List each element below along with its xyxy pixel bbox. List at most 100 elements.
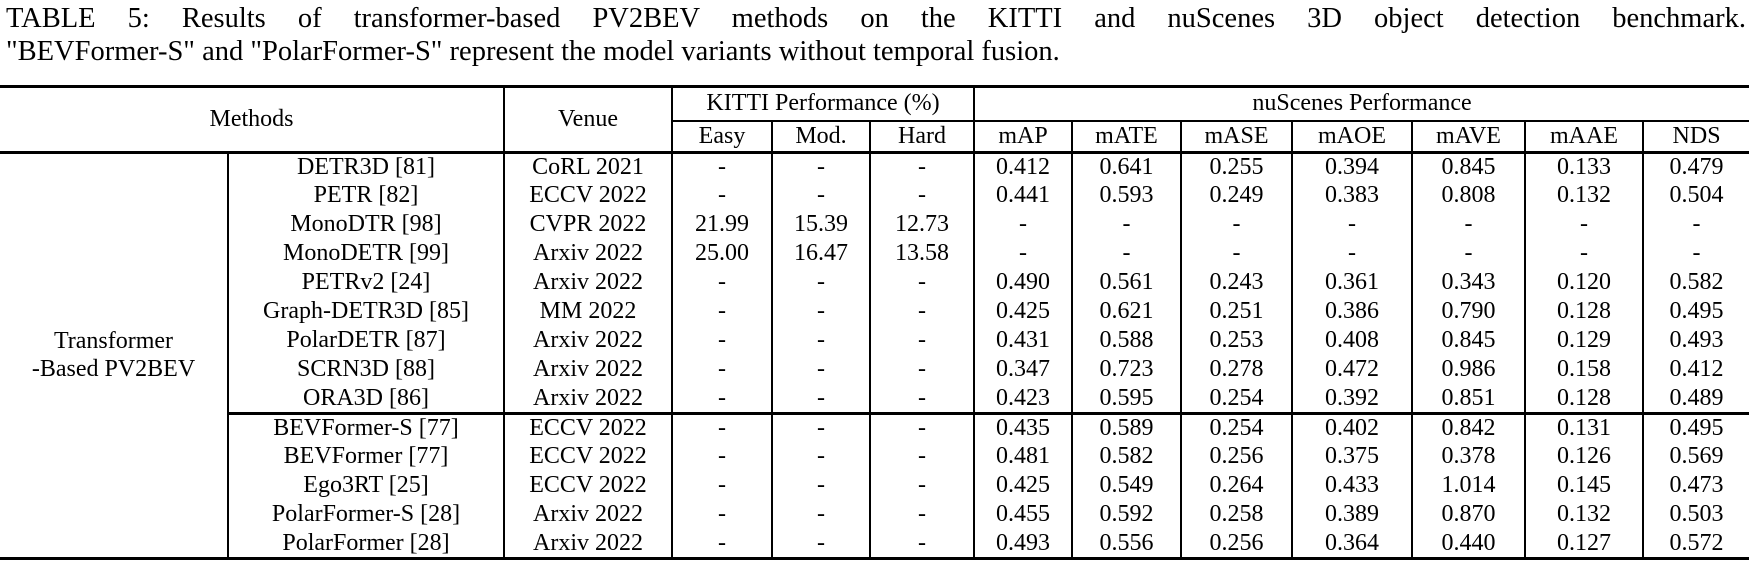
cell-mate: 0.582: [1072, 442, 1182, 472]
cell-venue: CVPR 2022: [504, 210, 673, 240]
cell-easy: -: [672, 151, 773, 182]
cell-nds: 0.493: [1669, 327, 1724, 354]
cell-mod: -: [772, 412, 871, 443]
header-mod: Mod.: [772, 120, 871, 153]
cell-mase: -: [1181, 239, 1293, 269]
results-table: Methods Venue KITTI Performance (%) nuSc…: [0, 85, 1749, 560]
table-row: BEVFormer-S [77] ECCV 2022- - -0.435 0.589 0.…: [0, 412, 1749, 443]
table-row: Transformer -Based PV2BEV DETR3D [81] CoRL …: [0, 151, 1749, 559]
cell-mase: 0.278: [1181, 355, 1293, 385]
cell-mate: 0.593: [1072, 181, 1182, 211]
cell-mod: -: [772, 268, 871, 298]
header-methods: Methods: [0, 86, 505, 153]
cell-method: BEVFormer-S [77]: [228, 412, 505, 443]
group-label-line: -Based PV2BEV: [31, 355, 196, 382]
cell-mave: -: [1412, 210, 1526, 240]
cell-mave: 0.845: [1412, 326, 1526, 356]
table-row: BEVFormer [77] ECCV 2022- - -0.481 0.582 0.25…: [0, 442, 1749, 472]
cell-map: -: [974, 239, 1073, 269]
cell-maoe: 0.361: [1292, 268, 1413, 298]
cell-mate: 0.589: [1072, 412, 1182, 443]
cell-mate: 0.588: [1072, 326, 1182, 356]
header-hard: Hard: [870, 120, 975, 153]
cell-venue: Arxiv 2022: [504, 500, 673, 530]
header-mase: mASE: [1181, 120, 1293, 153]
table-row: MonoDTR [98] CVPR 2022 21.99 15.39 12.73- - - -…: [0, 210, 1749, 240]
cell-venue: ECCV 2022: [504, 471, 673, 501]
cell-mod: -: [772, 442, 871, 472]
cell-nds: 0.489: [1669, 384, 1724, 411]
cell-mod: -: [772, 181, 871, 211]
cell-venue: Arxiv 2022: [504, 239, 673, 269]
cell-maoe: 0.408: [1292, 326, 1413, 356]
cell-mate: 0.592: [1072, 500, 1182, 530]
cell-hard: -: [870, 500, 975, 530]
table-row: ORA3D [86] Arxiv 2022- - -0.423 0.595 0.254 0.…: [0, 384, 1749, 414]
cell-venue: CoRL 2021: [504, 151, 673, 182]
cell-method: SCRN3D [88]: [228, 355, 505, 385]
cell-maoe: 0.394: [1292, 151, 1413, 182]
cell-maoe: 0.375: [1292, 442, 1413, 472]
cell-mate: 0.723: [1072, 355, 1182, 385]
cell-method: Graph-DETR3D [85]: [228, 297, 505, 327]
cell-nds: 0.479: [1643, 151, 1749, 182]
cell-easy: 21.99: [672, 210, 773, 240]
header-venue: Venue: [504, 86, 673, 153]
cell-easy: -: [672, 326, 773, 356]
cell-map: 0.412: [974, 151, 1073, 182]
cell-mave: 0.986: [1412, 355, 1526, 385]
cell-maae: 0.132: [1525, 181, 1644, 211]
header-nds: NDS: [1672, 122, 1721, 149]
cell-venue: Arxiv 2022: [504, 268, 673, 298]
cell-hard: -: [870, 471, 975, 501]
cell-method: BEVFormer [77]: [228, 442, 505, 472]
table-row: PolarFormer [28] Arxiv 2022- - -0.493 0.556 0…: [0, 529, 1749, 559]
cell-hard: -: [870, 412, 975, 443]
table-row: Graph-DETR3D [85] MM 2022- - -0.425 0.621 0.2…: [0, 297, 1749, 327]
cell-mase: 0.253: [1181, 326, 1293, 356]
cell-mate: 0.561: [1072, 268, 1182, 298]
group-label: Transformer -Based PV2BEV: [0, 151, 229, 559]
cell-mod: -: [772, 500, 871, 530]
cell-hard: -: [870, 181, 975, 211]
cell-map: 0.490: [974, 268, 1073, 298]
caption-line-2: "BEVFormer-S" and "PolarFormer-S" repres…: [6, 36, 1060, 67]
cell-mod: -: [772, 297, 871, 327]
header-row-metrics: Easy Mod. Hard mAP mATE mASE mAOE mAVE m…: [0, 120, 1749, 153]
cell-maae: -: [1525, 239, 1644, 269]
cell-hard: -: [870, 326, 975, 356]
cell-easy: -: [672, 297, 773, 327]
cell-maoe: 0.383: [1292, 181, 1413, 211]
table-row: PETRv2 [24] Arxiv 2022- - -0.490 0.561 0.243 0…: [0, 268, 1749, 298]
cell-nds: 0.569: [1669, 443, 1724, 470]
cell-maoe: 0.364: [1292, 529, 1413, 559]
cell-mod: 16.47: [772, 239, 871, 269]
caption-line-1: TABLE 5: Results of transformer-based PV…: [6, 3, 1746, 34]
cell-maoe: 0.392: [1292, 384, 1413, 414]
cell-venue: ECCV 2022: [504, 412, 673, 443]
cell-hard: -: [870, 384, 975, 414]
cell-mase: 0.251: [1181, 297, 1293, 327]
cell-mase: 0.249: [1181, 181, 1293, 211]
cell-easy: 25.00: [672, 239, 773, 269]
cell-mave: 0.378: [1412, 442, 1526, 472]
cell-mod: -: [772, 529, 871, 559]
cell-mate: -: [1072, 239, 1182, 269]
cell-maoe: 0.433: [1292, 471, 1413, 501]
cell-map: 0.425: [974, 297, 1073, 327]
header-maoe: mAOE: [1292, 120, 1413, 153]
cell-method: MonoDTR [98]: [228, 210, 505, 240]
cell-maae: 0.132: [1525, 500, 1644, 530]
table-header: Methods Venue KITTI Performance (%) nuSc…: [0, 86, 1749, 153]
cell-venue: MM 2022: [504, 297, 673, 327]
cell-mave: 0.808: [1412, 181, 1526, 211]
cell-map: 0.435: [974, 412, 1073, 443]
cell-mate: 0.549: [1072, 471, 1182, 501]
header-maae: mAAE: [1525, 120, 1644, 153]
cell-map: 0.347: [974, 355, 1073, 385]
cell-maoe: 0.386: [1292, 297, 1413, 327]
cell-mod: -: [772, 471, 871, 501]
table-row: Ego3RT [25] ECCV 2022- - -0.425 0.549 0.264 0.…: [0, 471, 1749, 501]
cell-maoe: -: [1292, 239, 1413, 269]
cell-hard: -: [870, 268, 975, 298]
